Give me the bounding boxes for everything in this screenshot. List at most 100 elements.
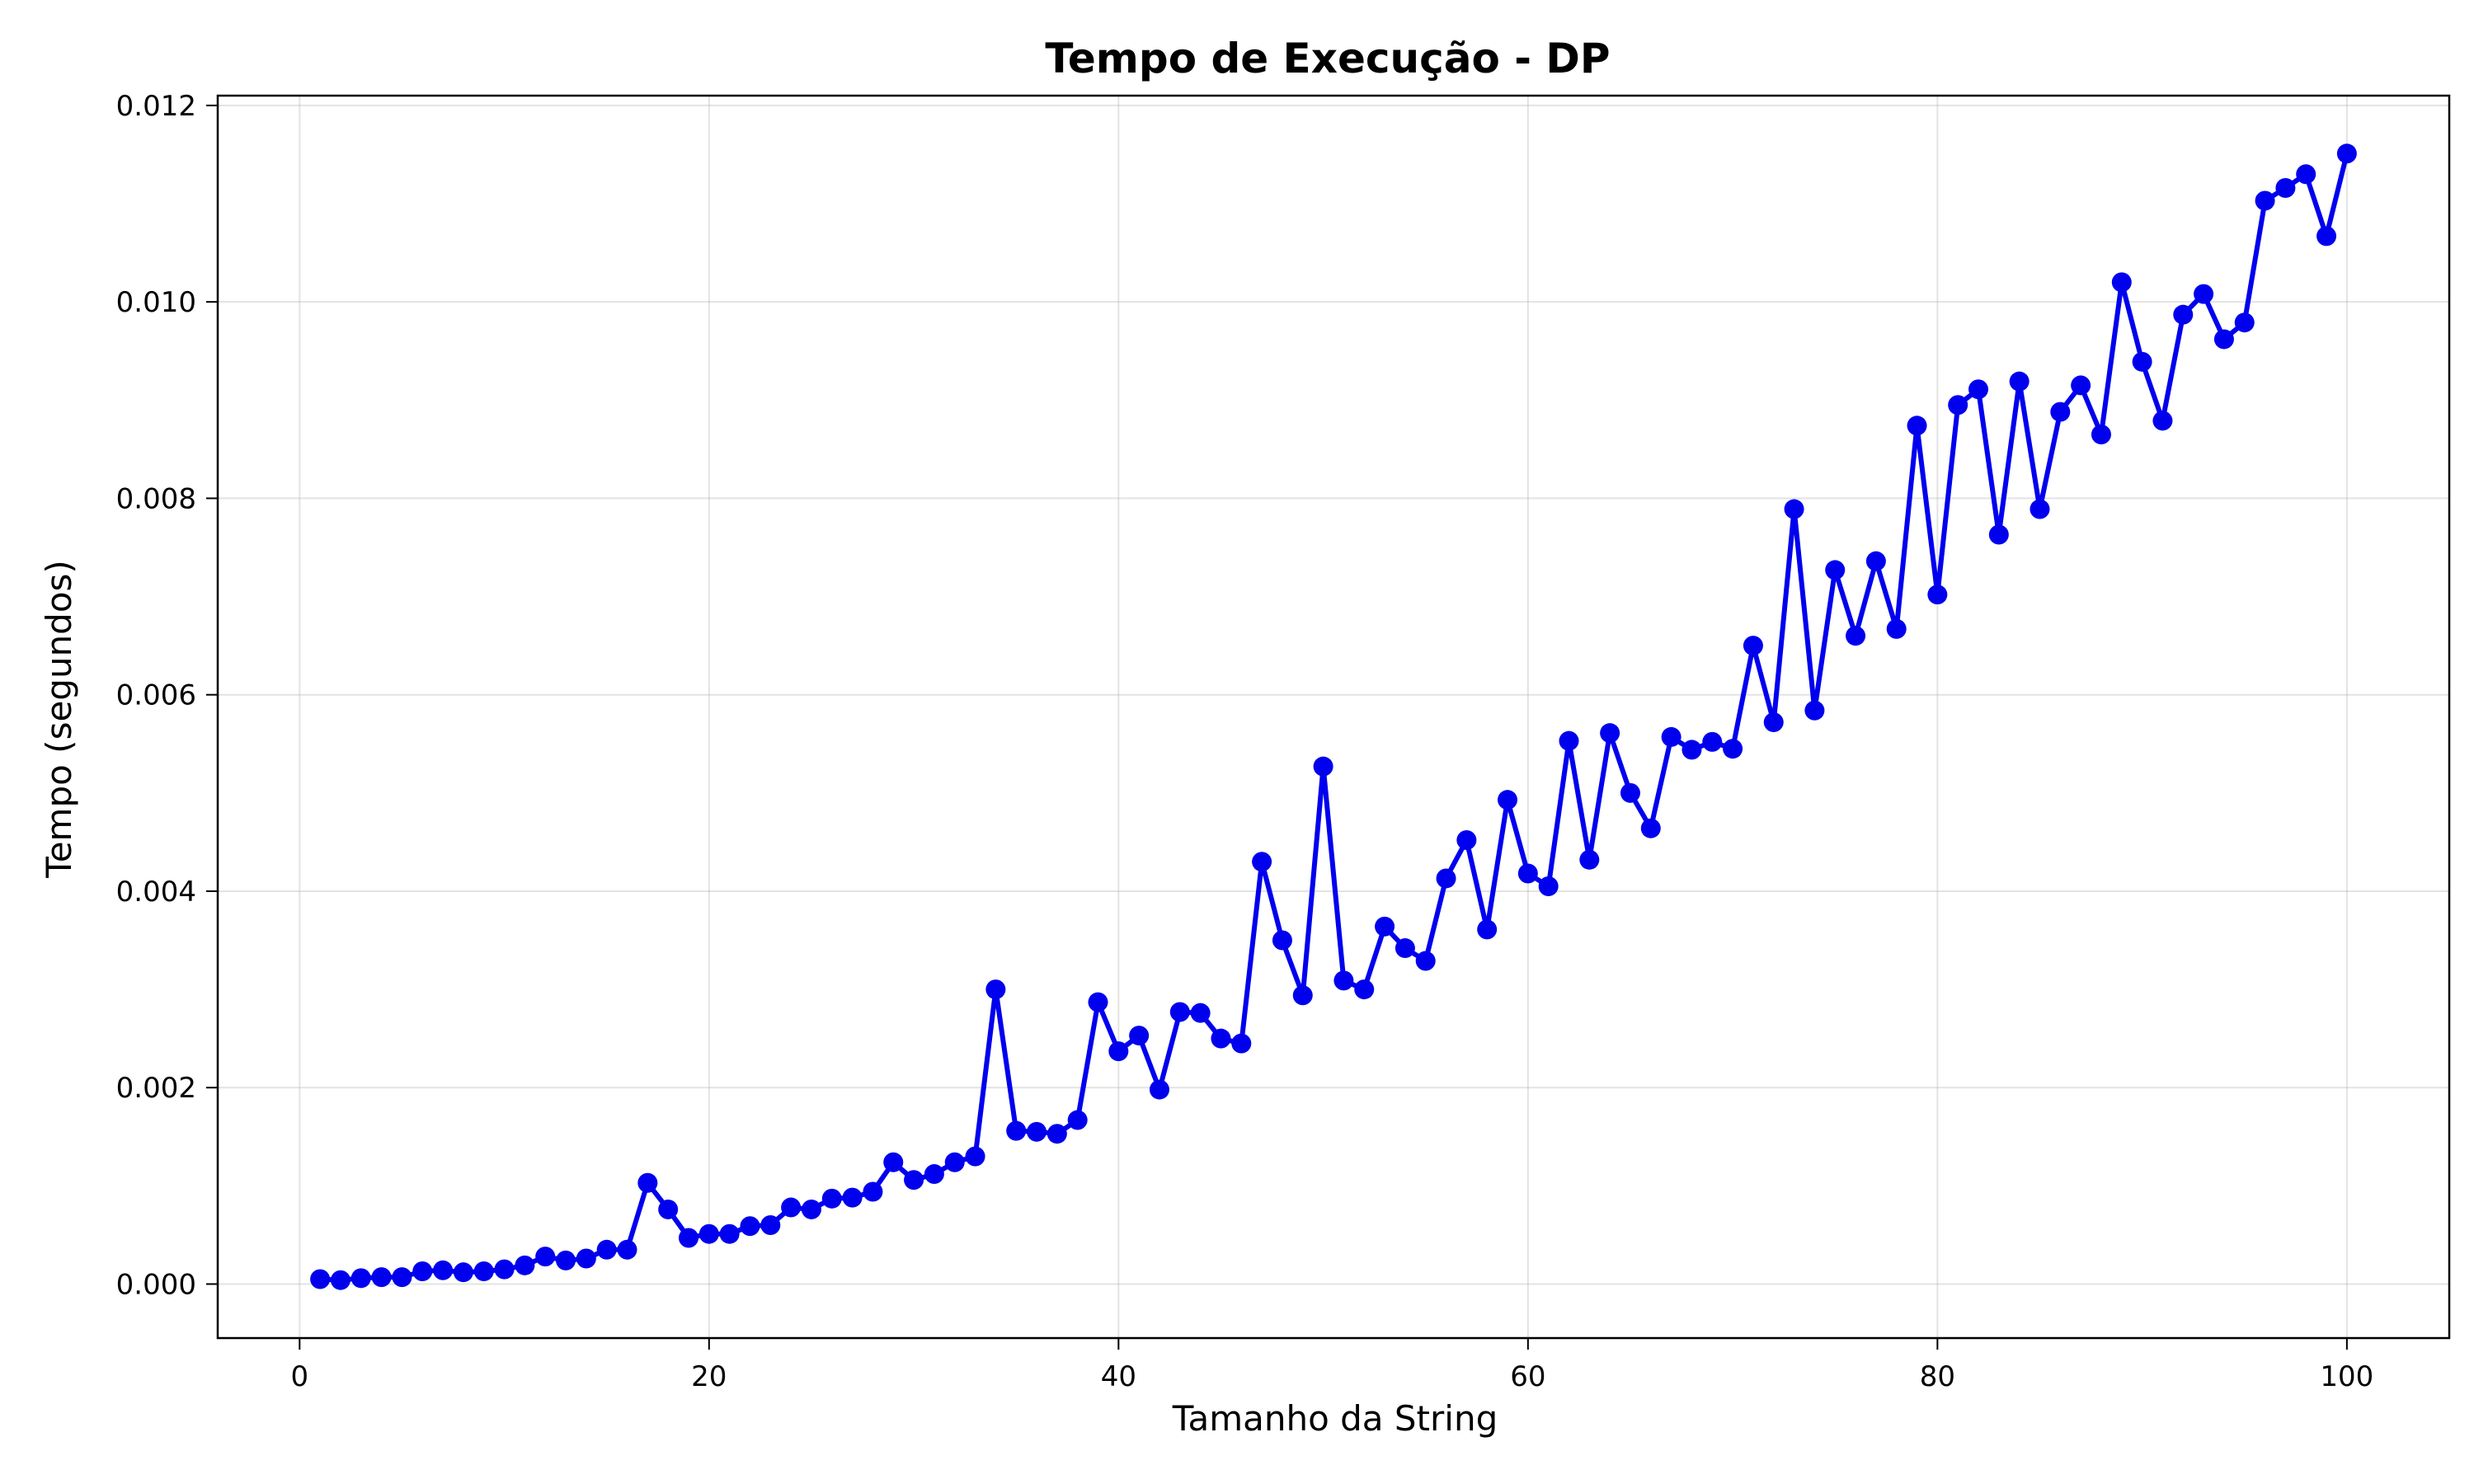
data-point: [801, 1199, 821, 1219]
data-point: [412, 1261, 433, 1281]
chart-title: Tempo de Execução - DP: [1045, 35, 1610, 82]
data-point: [1517, 863, 1538, 884]
data-point: [842, 1187, 863, 1208]
data-point: [1108, 1041, 1129, 1062]
y-tick-label: 0.000: [116, 1268, 196, 1301]
data-point: [1477, 919, 1498, 940]
data-points: [310, 143, 2357, 1290]
data-point: [1723, 739, 1743, 759]
data-point: [453, 1262, 473, 1283]
data-point: [821, 1188, 842, 1209]
data-point: [2071, 375, 2091, 396]
x-tick-label: 80: [1920, 1360, 1955, 1393]
data-point: [1129, 1026, 1150, 1046]
data-point: [1211, 1028, 1231, 1049]
y-tick-label: 0.008: [116, 482, 196, 515]
data-point: [1190, 1003, 1211, 1023]
data-point: [2111, 272, 2132, 293]
x-tick-label: 100: [2320, 1360, 2373, 1393]
data-point: [2316, 226, 2337, 247]
data-point: [863, 1181, 883, 1202]
plot-frame: [216, 94, 2451, 1340]
data-point: [1456, 830, 1477, 851]
data-point: [2132, 351, 2152, 372]
data-point: [1702, 731, 1723, 752]
data-point: [371, 1267, 392, 1288]
data-point: [965, 1146, 985, 1167]
data-point: [433, 1260, 454, 1280]
data-point: [1333, 970, 1354, 991]
x-tick-labels: 0 20 40 60 80 100: [290, 1360, 2373, 1393]
data-point: [1825, 560, 1846, 580]
data-point: [596, 1239, 617, 1260]
data-point: [535, 1247, 556, 1267]
data-point: [2030, 499, 2050, 519]
data-point: [1354, 979, 1375, 1000]
data-point: [2255, 190, 2275, 211]
axis-ticks: [206, 104, 2348, 1350]
data-point: [760, 1215, 781, 1235]
data-point: [494, 1259, 515, 1280]
data-point: [1088, 992, 1108, 1012]
data-point: [1395, 938, 1415, 959]
x-tick-label: 0: [290, 1360, 308, 1393]
y-tick-label: 0.002: [116, 1072, 196, 1105]
data-point: [1415, 951, 1436, 971]
data-point: [1169, 1002, 1190, 1022]
y-axis-label: Tempo (segundos): [39, 560, 79, 879]
x-tick-label: 60: [1510, 1360, 1545, 1393]
data-point: [1907, 416, 1927, 436]
data-point: [330, 1270, 350, 1290]
series-line: [319, 153, 2349, 1283]
data-point: [1538, 876, 1559, 896]
data-point: [1231, 1033, 1252, 1054]
data-point: [1743, 636, 1763, 656]
data-point: [1763, 712, 1784, 733]
data-point: [1149, 1079, 1169, 1100]
data-point: [2296, 164, 2316, 185]
data-point: [1292, 985, 1313, 1006]
data-point: [350, 1268, 371, 1289]
data-point: [924, 1164, 944, 1185]
data-point: [1681, 740, 1702, 760]
data-point: [1620, 782, 1640, 803]
data-point: [1927, 585, 1948, 605]
data-point: [2336, 143, 2357, 164]
data-point: [1865, 551, 1886, 571]
x-tick-label: 40: [1101, 1360, 1136, 1393]
data-point: [617, 1239, 637, 1260]
data-point: [637, 1172, 658, 1193]
data-point: [473, 1261, 494, 1281]
y-tick-label: 0.004: [116, 876, 196, 909]
data-point: [515, 1255, 535, 1275]
data-point: [1886, 618, 1907, 639]
data-point: [1968, 379, 1989, 400]
data-point: [1498, 790, 1518, 810]
x-axis-label: Tamanho da String: [1172, 1398, 1498, 1439]
data-point: [556, 1250, 576, 1270]
y-tick-label: 0.006: [116, 679, 196, 712]
data-point: [1846, 626, 1866, 646]
data-point: [2091, 425, 2111, 444]
x-tick-label: 20: [691, 1360, 727, 1393]
y-tick-labels: 0.000 0.002 0.004 0.006 0.008 0.010 0.012: [116, 90, 196, 1302]
y-tick-label: 0.012: [116, 90, 196, 123]
data-point: [1600, 723, 1620, 744]
data-point: [2194, 284, 2214, 304]
data-point: [719, 1223, 740, 1244]
data-point: [2050, 402, 2071, 422]
data-point: [1436, 868, 1456, 889]
data-point: [658, 1199, 679, 1219]
data-point: [1027, 1121, 1047, 1142]
data-point: [985, 979, 1006, 1000]
y-tick-label: 0.010: [116, 286, 196, 319]
data-point: [1006, 1120, 1027, 1141]
data-point: [310, 1269, 331, 1289]
data-point: [1661, 726, 1681, 747]
data-point: [392, 1267, 412, 1288]
data-point: [1375, 916, 1395, 937]
data-point: [2152, 411, 2173, 431]
data-point: [2009, 371, 2030, 392]
data-point: [883, 1152, 904, 1172]
